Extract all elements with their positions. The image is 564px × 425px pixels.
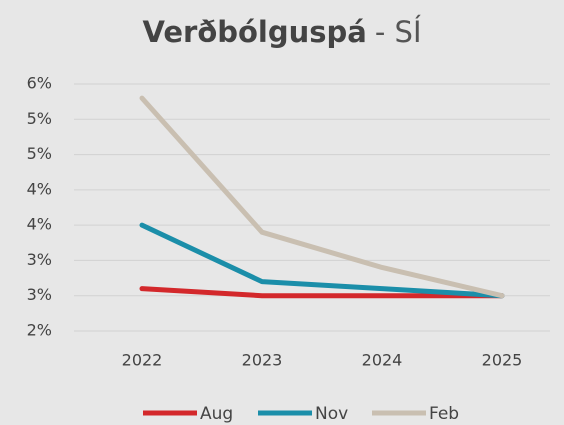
y-tick-label: 5% — [27, 144, 52, 163]
y-tick-label: 3% — [27, 285, 52, 304]
x-tick-label: 2022 — [122, 351, 163, 370]
series-line — [139, 286, 505, 299]
y-tick-label: 5% — [27, 109, 52, 128]
series-line — [139, 95, 505, 299]
x-tick-label: 2025 — [482, 351, 523, 370]
x-tick-label: 2024 — [362, 351, 403, 370]
chart-title: Verðbólguspá - SÍ — [142, 15, 421, 49]
y-tick-label: 6% — [27, 74, 52, 93]
series-line — [139, 222, 505, 299]
title-suffix: - SÍ — [375, 15, 422, 49]
legend-label: Nov — [315, 404, 348, 424]
y-tick-label: 2% — [27, 321, 52, 340]
legend-label: Feb — [429, 404, 459, 424]
y-tick-label: 4% — [27, 179, 52, 198]
y-tick-label: 3% — [27, 250, 52, 269]
legend-label: Aug — [200, 404, 233, 424]
x-tick-label: 2023 — [242, 351, 283, 370]
title-main: Verðbólguspá — [142, 15, 366, 49]
y-tick-label: 4% — [27, 215, 52, 234]
